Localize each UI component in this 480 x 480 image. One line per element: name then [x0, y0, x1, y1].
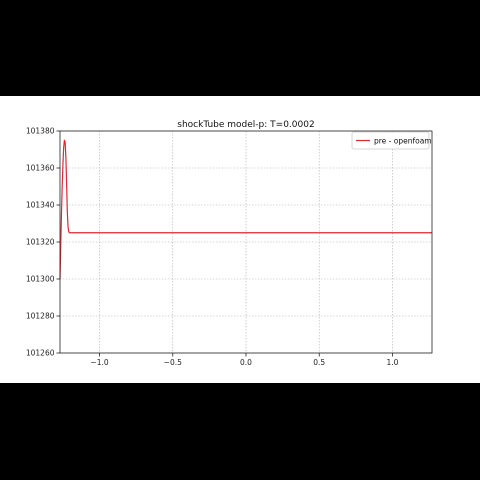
y-tick-label: 101280 — [26, 312, 55, 321]
y-tick-label: 101340 — [26, 201, 55, 210]
legend: pre - openfoam — [351, 131, 432, 150]
axis-ticks: −1.0 −0.5 0.0 0.5 1.0 101260 101280 101300 10132… — [26, 127, 399, 367]
line-chart: shockTube model-p: T=0.0002 −1.0 −0.5 0.0 0… — [26, 120, 433, 367]
chart-title: shockTube model-p: T=0.0002 — [177, 120, 314, 130]
x-tick-label: −0.5 — [164, 358, 182, 367]
y-tick-label: 101300 — [26, 275, 55, 284]
y-tick-label: 101380 — [26, 127, 55, 136]
x-tick-label: −1.0 — [90, 358, 108, 367]
x-tick-label: 1.0 — [386, 358, 398, 367]
y-tick-label: 101260 — [26, 349, 55, 358]
figure: shockTube model-p: T=0.0002 −1.0 −0.5 0.0 0… — [0, 96, 480, 383]
legend-box — [351, 131, 430, 150]
legend-label: pre - openfoam — [374, 137, 432, 146]
y-tick-label: 101360 — [26, 164, 55, 173]
series-line — [59, 139, 432, 280]
series-layer — [59, 139, 432, 280]
y-tick-label: 101320 — [26, 238, 55, 247]
x-tick-label: 0.0 — [240, 358, 252, 367]
x-tick-label: 0.5 — [313, 358, 325, 367]
grid-lines — [60, 130, 432, 354]
